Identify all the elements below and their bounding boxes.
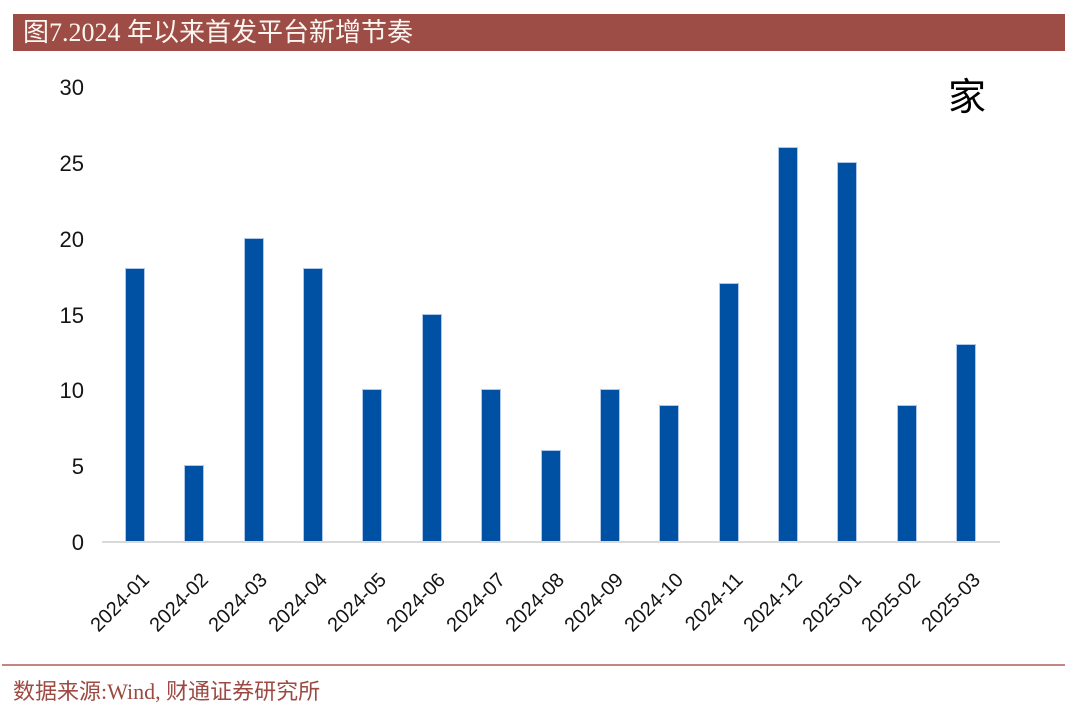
x-label-2024-02: 2024-02 <box>145 569 213 637</box>
x-label-2024-05: 2024-05 <box>323 569 392 637</box>
bar-2024-12 <box>777 146 798 541</box>
x-label-2024-09: 2024-09 <box>560 569 629 637</box>
y-tick-30: 30 <box>59 75 84 100</box>
x-label-2024-11: 2024-11 <box>680 569 748 636</box>
bar-chart-plot-area <box>102 88 1000 543</box>
bar-2024-11 <box>718 283 739 541</box>
y-tick-15: 15 <box>59 302 84 328</box>
bar-2024-05 <box>362 389 383 541</box>
x-label-2025-03: 2025-03 <box>917 569 985 637</box>
bar-2024-04 <box>303 268 324 541</box>
x-label-2024-12: 2024-12 <box>739 569 807 637</box>
figure-title-bar: 图7.2024 年以来首发平台新增节奏 <box>13 14 1065 51</box>
x-label-2024-10: 2024-10 <box>620 569 688 637</box>
x-label-2025-02: 2025-02 <box>857 569 926 637</box>
y-tick-0: 0 <box>71 530 84 555</box>
x-label-2024-01: 2024-01 <box>86 569 154 637</box>
x-label-2024-04: 2024-04 <box>264 569 332 637</box>
x-axis-line <box>102 541 1000 543</box>
x-label-2024-03: 2024-03 <box>204 569 273 637</box>
x-label-2024-07: 2024-07 <box>442 569 510 637</box>
bar-2025-02 <box>896 404 917 541</box>
bar-2024-01 <box>125 268 145 541</box>
y-tick-5: 5 <box>71 454 84 480</box>
bar-2024-10 <box>659 404 680 541</box>
y-tick-10: 10 <box>59 378 84 404</box>
y-tick-25: 25 <box>59 150 84 176</box>
data-source-note: 数据来源:Wind, 财通证券研究所 <box>13 679 321 704</box>
x-label-2025-01: 2025-01 <box>798 569 866 637</box>
bar-2025-01 <box>837 161 858 541</box>
bar-2024-08 <box>540 450 561 541</box>
bar-2024-03 <box>243 237 264 541</box>
x-label-2024-06: 2024-06 <box>382 569 451 637</box>
figure-title: 图7.2024 年以来首发平台新增节奏 <box>23 18 414 47</box>
footer-divider-line <box>2 664 1065 666</box>
bar-2024-02 <box>184 465 205 541</box>
bar-2024-07 <box>481 389 502 541</box>
y-axis-unit-label: 家 <box>948 77 987 119</box>
x-label-2024-08: 2024-08 <box>501 569 570 637</box>
bar-2024-09 <box>599 389 620 541</box>
bar-2024-06 <box>421 313 442 541</box>
y-tick-20: 20 <box>59 226 84 252</box>
bar-2025-03 <box>956 343 977 541</box>
